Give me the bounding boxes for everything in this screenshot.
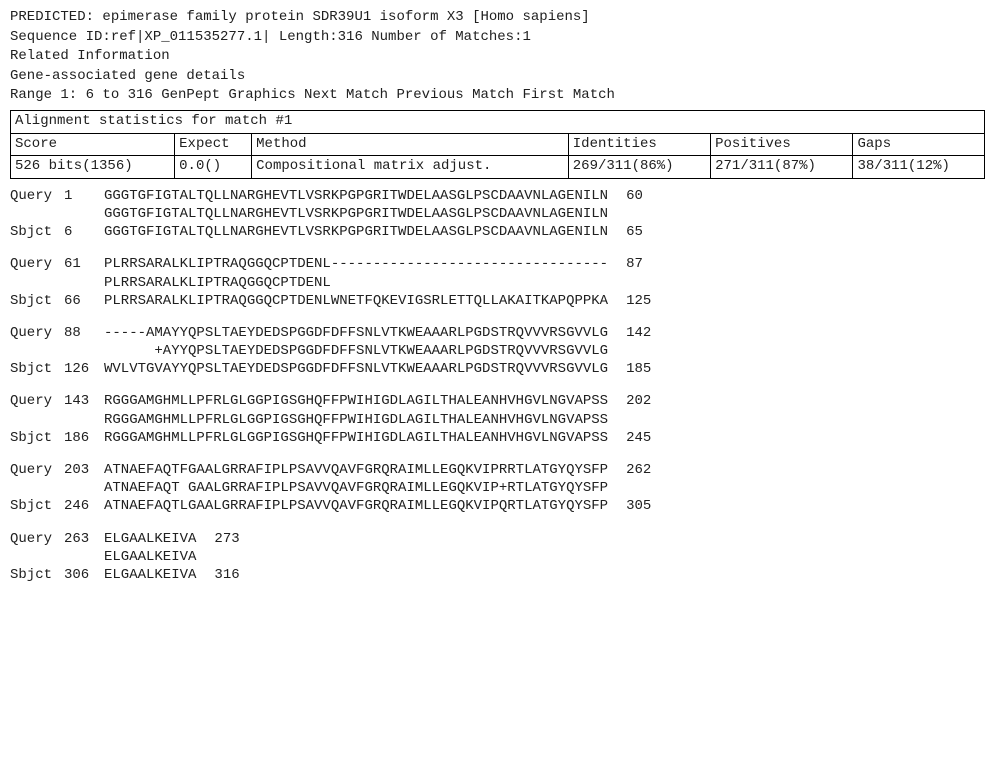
- row-label: Sbjct: [10, 292, 64, 310]
- midline-row: GGGTGFIGTALTQLLNARGHEVTLVSRKPGPGRITWDELA…: [10, 205, 990, 223]
- row-sequence: ELGAALKEIVA: [104, 530, 196, 548]
- sbjct-row: Sbjct126WVLVTGVAYYQPSLTAEYDEDSPGGDFDFFSN…: [10, 360, 990, 378]
- row-start: 66: [64, 292, 104, 310]
- query-row: Query263ELGAALKEIVA 273: [10, 530, 990, 548]
- midline-row: ATNAEFAQT GAALGRRAFIPLPSAVVQAVFGRQRAIMLL…: [10, 479, 990, 497]
- sbjct-row: Sbjct6GGGTGFIGTALTQLLNARGHEVTLVSRKPGPGRI…: [10, 223, 990, 241]
- row-end: 305: [626, 497, 651, 515]
- row-end: 65: [626, 223, 643, 241]
- query-row: Query143RGGGAMGHMLLPFRLGLGGPIGSGHQFFPWIH…: [10, 392, 990, 410]
- row-sequence: WVLVTGVAYYQPSLTAEYDEDSPGGDFDFFSNLVTKWEAA…: [104, 360, 608, 378]
- row-sequence: GGGTGFIGTALTQLLNARGHEVTLVSRKPGPGRITWDELA…: [104, 187, 608, 205]
- row-sequence: -----AMAYYQPSLTAEYDEDSPGGDFDFFSNLVTKWEAA…: [104, 324, 608, 342]
- alignment-stats-table: Alignment statistics for match #1 Score …: [10, 110, 985, 179]
- col-score-header: Score: [11, 133, 175, 156]
- col-positives-value: 271/311(87%): [711, 156, 853, 179]
- midline-row: RGGGAMGHMLLPFRLGLGGPIGSGHQFFPWIHIGDLAGIL…: [10, 411, 990, 429]
- sbjct-row: Sbjct66PLRRSARALKLIPTRAQGGQCPTDENLWNETFQ…: [10, 292, 990, 310]
- row-label: Query: [10, 324, 64, 342]
- row-sequence: GGGTGFIGTALTQLLNARGHEVTLVSRKPGPGRITWDELA…: [104, 205, 608, 223]
- row-sequence: ELGAALKEIVA: [104, 548, 196, 566]
- alignment-group: Query1GGGTGFIGTALTQLLNARGHEVTLVSRKPGPGRI…: [10, 187, 990, 242]
- row-start: 126: [64, 360, 104, 378]
- alignment-group: Query88-----AMAYYQPSLTAEYDEDSPGGDFDFFSNL…: [10, 324, 990, 379]
- row-label: Sbjct: [10, 566, 64, 584]
- query-row: Query61PLRRSARALKLIPTRAQGGQCPTDENL------…: [10, 255, 990, 273]
- query-row: Query88-----AMAYYQPSLTAEYDEDSPGGDFDFFSNL…: [10, 324, 990, 342]
- midline-row: +AYYQPSLTAEYDEDSPGGDFDFFSNLVTKWEAAARLPGD…: [10, 342, 990, 360]
- row-label: Sbjct: [10, 223, 64, 241]
- row-start: 203: [64, 461, 104, 479]
- row-sequence: PLRRSARALKLIPTRAQGGQCPTDENL: [104, 274, 331, 292]
- row-sequence: +AYYQPSLTAEYDEDSPGGDFDFFSNLVTKWEAAARLPGD…: [104, 342, 608, 360]
- row-end: 316: [214, 566, 239, 584]
- col-expect-header: Expect: [175, 133, 252, 156]
- row-start: 246: [64, 497, 104, 515]
- row-label: Query: [10, 255, 64, 273]
- row-start: 143: [64, 392, 104, 410]
- row-sequence: ATNAEFAQTFGAALGRRAFIPLPSAVVQAVFGRQRAIMLL…: [104, 461, 608, 479]
- col-positives-header: Positives: [711, 133, 853, 156]
- alignment-group: Query143RGGGAMGHMLLPFRLGLGGPIGSGHQFFPWIH…: [10, 392, 990, 447]
- related-information: Related Information: [10, 47, 990, 67]
- sbjct-row: Sbjct306ELGAALKEIVA 316: [10, 566, 990, 584]
- row-label: Query: [10, 461, 64, 479]
- query-row: Query203ATNAEFAQTFGAALGRRAFIPLPSAVVQAVFG…: [10, 461, 990, 479]
- row-end: 273: [214, 530, 239, 548]
- row-start: 61: [64, 255, 104, 273]
- row-label: Sbjct: [10, 360, 64, 378]
- alignment-group: Query263ELGAALKEIVA273ELGAALKEIVASbjct30…: [10, 530, 990, 585]
- row-end: 185: [626, 360, 651, 378]
- sbjct-row: Sbjct186RGGGAMGHMLLPFRLGLGGPIGSGHQFFPWIH…: [10, 429, 990, 447]
- row-end: 87: [626, 255, 643, 273]
- predicted-line: PREDICTED: epimerase family protein SDR3…: [10, 8, 990, 28]
- row-sequence: RGGGAMGHMLLPFRLGLGGPIGSGHQFFPWIHIGDLAGIL…: [104, 392, 608, 410]
- row-label: Sbjct: [10, 497, 64, 515]
- alignment-group: Query61PLRRSARALKLIPTRAQGGQCPTDENL------…: [10, 255, 990, 310]
- col-score-value: 526 bits(1356): [11, 156, 175, 179]
- range-line: Range 1: 6 to 316 GenPept Graphics Next …: [10, 86, 990, 106]
- row-sequence: RGGGAMGHMLLPFRLGLGGPIGSGHQFFPWIHIGDLAGIL…: [104, 411, 608, 429]
- row-end: 202: [626, 392, 651, 410]
- midline-row: PLRRSARALKLIPTRAQGGQCPTDENL: [10, 274, 990, 292]
- row-label: Sbjct: [10, 429, 64, 447]
- col-identities-header: Identities: [568, 133, 710, 156]
- col-identities-value: 269/311(86%): [568, 156, 710, 179]
- row-sequence: PLRRSARALKLIPTRAQGGQCPTDENL-------------…: [104, 255, 608, 273]
- col-gaps-value: 38/311(12%): [853, 156, 985, 179]
- alignment-block: Query1GGGTGFIGTALTQLLNARGHEVTLVSRKPGPGRI…: [10, 187, 990, 584]
- row-start: 88: [64, 324, 104, 342]
- midline-row: ELGAALKEIVA: [10, 548, 990, 566]
- row-start: 186: [64, 429, 104, 447]
- row-label: Query: [10, 392, 64, 410]
- col-method-value: Compositional matrix adjust.: [252, 156, 569, 179]
- row-sequence: RGGGAMGHMLLPFRLGLGGPIGSGHQFFPWIHIGDLAGIL…: [104, 429, 608, 447]
- col-method-header: Method: [252, 133, 569, 156]
- row-end: 245: [626, 429, 651, 447]
- row-sequence: ATNAEFAQT GAALGRRAFIPLPSAVVQAVFGRQRAIMLL…: [104, 479, 608, 497]
- sbjct-row: Sbjct246ATNAEFAQTLGAALGRRAFIPLPSAVVQAVFG…: [10, 497, 990, 515]
- row-start: 263: [64, 530, 104, 548]
- row-sequence: ATNAEFAQTLGAALGRRAFIPLPSAVVQAVFGRQRAIMLL…: [104, 497, 608, 515]
- row-start: 306: [64, 566, 104, 584]
- row-sequence: ELGAALKEIVA: [104, 566, 196, 584]
- row-end: 125: [626, 292, 651, 310]
- row-end: 262: [626, 461, 651, 479]
- row-sequence: PLRRSARALKLIPTRAQGGQCPTDENLWNETFQKEVIGSR…: [104, 292, 608, 310]
- stats-caption: Alignment statistics for match #1: [11, 110, 985, 133]
- row-label: Query: [10, 530, 64, 548]
- row-sequence: GGGTGFIGTALTQLLNARGHEVTLVSRKPGPGRITWDELA…: [104, 223, 608, 241]
- col-expect-value: 0.0(): [175, 156, 252, 179]
- row-end: 142: [626, 324, 651, 342]
- row-label: Query: [10, 187, 64, 205]
- row-start: 1: [64, 187, 104, 205]
- query-row: Query1GGGTGFIGTALTQLLNARGHEVTLVSRKPGPGRI…: [10, 187, 990, 205]
- gene-details-line: Gene-associated gene details: [10, 67, 990, 87]
- alignment-group: Query203ATNAEFAQTFGAALGRRAFIPLPSAVVQAVFG…: [10, 461, 990, 516]
- col-gaps-header: Gaps: [853, 133, 985, 156]
- sequence-id-line: Sequence ID:ref|XP_011535277.1| Length:3…: [10, 28, 990, 48]
- row-start: 6: [64, 223, 104, 241]
- row-end: 60: [626, 187, 643, 205]
